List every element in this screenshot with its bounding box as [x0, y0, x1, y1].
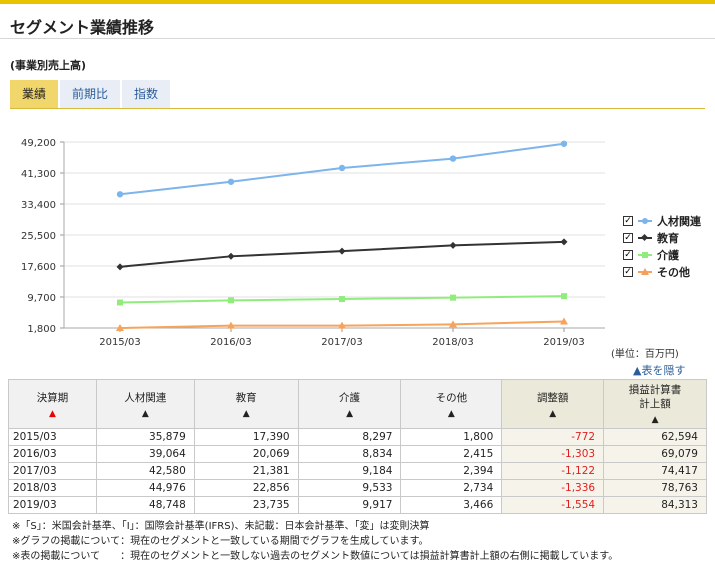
- data-point: [449, 155, 457, 162]
- table-row: 2019/03 48,748 23,735 9,917 3,466 -1,554 84,31…: [8, 496, 707, 514]
- data-point: [338, 247, 346, 255]
- x-tick-label: 2015/03: [99, 337, 141, 348]
- x-tick-label: 2017/03: [321, 337, 363, 348]
- checkbox-icon[interactable]: ✓: [623, 232, 633, 243]
- legend-item-jinzai[interactable]: ✓ 人材関連: [623, 212, 701, 229]
- tab-divider: [10, 108, 705, 109]
- data-point: [450, 294, 456, 301]
- header-sonota[interactable]: その他 ▲: [400, 379, 503, 429]
- legend-line-icon: [638, 267, 652, 275]
- y-tick-label: 9,700: [27, 293, 56, 304]
- x-tick-label: 2016/03: [210, 337, 252, 348]
- header-jinzai[interactable]: 人材関連 ▲: [95, 379, 195, 429]
- data-point: [227, 321, 235, 329]
- data-point: [449, 320, 457, 328]
- legend-label: 人材関連: [657, 214, 701, 228]
- table-header-row: 決算期 ▲ 人材関連 ▲ 教育 ▲ 介護 ▲ その他 ▲ 調整額 ▲ 損益計算書 計上額 ▲: [8, 379, 707, 429]
- table-row: 2018/03 44,976 22,856 9,533 2,734 -1,336 78,76…: [8, 479, 707, 497]
- data-point: [227, 252, 235, 260]
- legend-item-sonota[interactable]: ✓ その他: [623, 263, 701, 280]
- footnote: ※グラフの掲載について：現在のセグメントと一致している期間でグラフを生成していま…: [12, 536, 429, 547]
- data-point: [560, 238, 568, 246]
- sort-asc-icon[interactable]: ▲: [141, 408, 149, 419]
- legend-label: 介護: [657, 248, 679, 262]
- data-point: [116, 324, 124, 331]
- y-tick-label: 17,600: [21, 262, 56, 273]
- y-tick-label: 41,300: [21, 169, 56, 180]
- sort-asc-icon[interactable]: ▲: [447, 408, 455, 419]
- legend-line-icon: [638, 251, 652, 258]
- y-tick-label: 25,500: [21, 231, 56, 242]
- legend-line-icon: [638, 233, 652, 242]
- header-pl-total[interactable]: 損益計算書 計上額 ▲: [603, 379, 707, 429]
- header-adjustment[interactable]: 調整額 ▲: [501, 379, 605, 429]
- data-point: [339, 296, 345, 303]
- data-point: [338, 164, 346, 172]
- sort-asc-icon[interactable]: ▲: [651, 415, 659, 425]
- x-tick-label: 2019/03: [543, 337, 585, 348]
- legend-line-icon: [638, 217, 652, 224]
- legend-item-kaigo[interactable]: ✓ 介護: [623, 246, 701, 263]
- data-point: [116, 191, 124, 198]
- table-row: 2016/03 39,064 20,069 8,834 2,415 -1,303 69,07…: [8, 445, 707, 463]
- unit-note: (単位：百万円): [611, 349, 679, 360]
- data-point: [228, 297, 234, 304]
- header-kaigo[interactable]: 介護 ▲: [297, 379, 402, 429]
- y-tick-label: 49,200: [21, 138, 56, 149]
- data-point: [561, 293, 567, 300]
- data-point: [116, 263, 124, 271]
- segment-table: 決算期 ▲ 人材関連 ▲ 教育 ▲ 介護 ▲ その他 ▲ 調整額 ▲ 損益計算書 計上額 ▲ …: [8, 379, 707, 514]
- y-tick-label: 33,400: [21, 200, 56, 211]
- sort-asc-icon[interactable]: ▲: [346, 408, 353, 419]
- legend-label: 教育: [657, 231, 679, 245]
- sort-asc-icon[interactable]: ▲: [549, 408, 557, 419]
- sort-asc-icon[interactable]: ▲: [48, 408, 56, 419]
- tab-results[interactable]: 業績: [10, 80, 59, 108]
- sort-asc-icon[interactable]: ▲: [242, 408, 250, 419]
- hide-table-link[interactable]: ▲表を隠す: [633, 364, 686, 377]
- footnote: ※「S」：米国会計基準、「I」：国際会計基準(IFRS)、未記載：日本会計基準、…: [12, 521, 430, 532]
- header-kyoiku[interactable]: 教育 ▲: [193, 379, 299, 429]
- tab-index[interactable]: 指数: [122, 80, 171, 108]
- table-row: 2015/03 35,879 17,390 8,297 1,800 -772 62,594: [8, 428, 707, 446]
- data-point: [227, 178, 235, 185]
- data-point: [117, 299, 123, 306]
- table-row: 2017/03 42,580 21,381 9,184 2,394 -1,122 74,41…: [8, 462, 707, 480]
- legend-label: その他: [657, 265, 690, 279]
- legend-item-kyoiku[interactable]: ✓ 教育: [623, 229, 701, 246]
- data-point: [449, 241, 457, 249]
- title-divider: [0, 38, 715, 39]
- checkbox-icon[interactable]: ✓: [623, 215, 633, 226]
- section-subtitle: (事業別売上高): [10, 59, 87, 72]
- top-accent-bar: [0, 0, 715, 4]
- segment-sales-line-chart: 49,200 41,300 33,400 25,500 17,600 9,700 1,800…: [21, 138, 605, 348]
- checkbox-icon[interactable]: ✓: [623, 266, 633, 277]
- tab-yoy[interactable]: 前期比: [60, 80, 121, 108]
- data-point: [560, 140, 568, 147]
- chart-legend: ✓ 人材関連 ✓ 教育 ✓ 介護 ✓ その他: [623, 212, 701, 280]
- checkbox-icon[interactable]: ✓: [623, 249, 633, 260]
- header-period[interactable]: 決算期 ▲: [8, 379, 97, 429]
- tab-bar: 業績 前期比 指数: [10, 80, 172, 108]
- y-tick-label: 1,800: [27, 324, 56, 335]
- footnote: ※表の掲載について ：現在のセグメントと一致しない過去のセグメント数値については…: [12, 551, 619, 562]
- page-title: セグメント業績推移: [10, 18, 155, 37]
- x-tick-label: 2018/03: [432, 337, 474, 348]
- data-point: [338, 321, 346, 329]
- data-point: [560, 317, 568, 325]
